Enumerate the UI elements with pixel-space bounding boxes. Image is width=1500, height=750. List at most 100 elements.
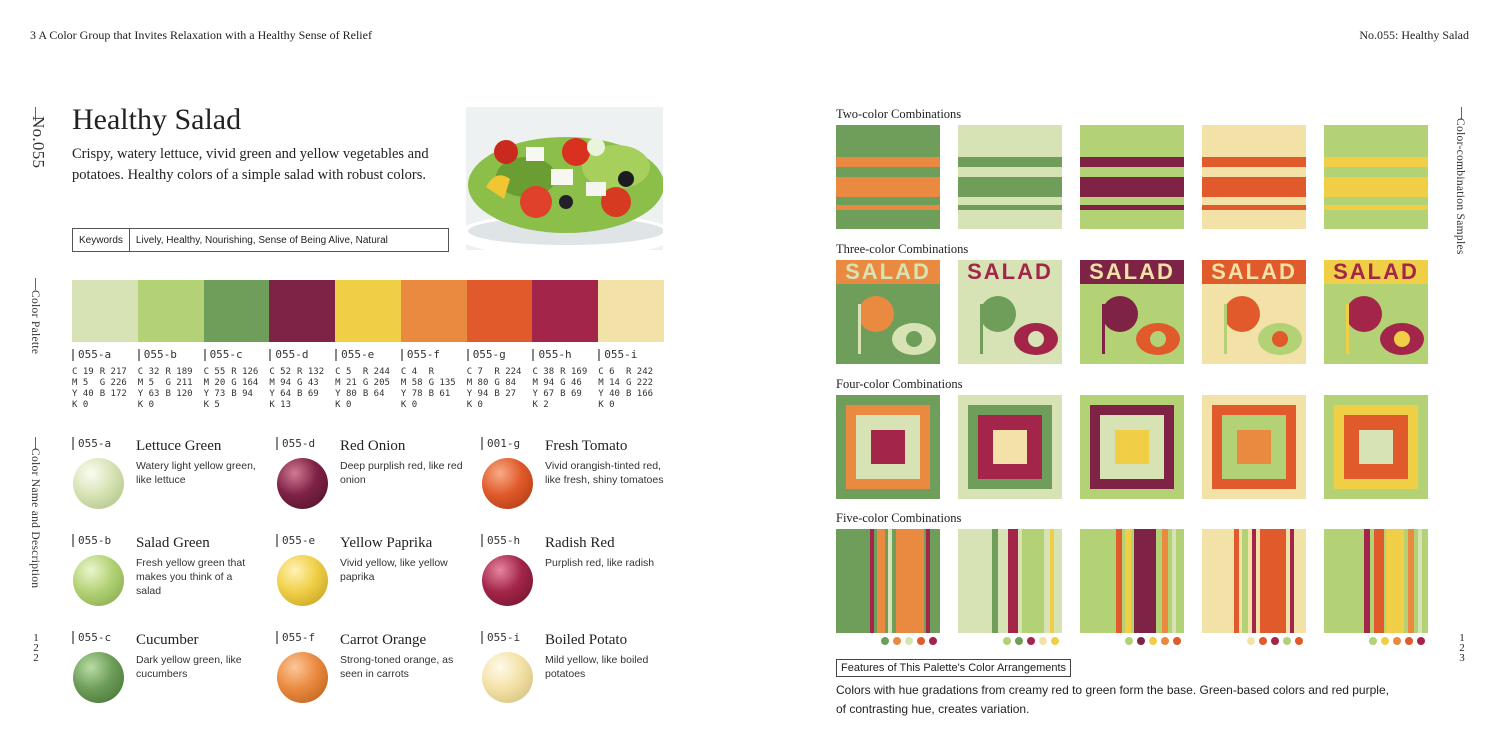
page-digit: 2: [1459, 642, 1465, 654]
salad-wordmark: SALAD: [836, 260, 940, 284]
palette-code-id: 055-f: [400, 349, 467, 361]
palette-swatch-055-i: [598, 280, 665, 342]
color-id: 055-f: [276, 631, 315, 644]
page-number-left: 1 2 2: [29, 632, 43, 664]
color-desc: Mild yellow, like boiled potatoes: [545, 654, 649, 680]
color-entry-red-onion: 055-d Red Onion Deep purplish red, like …: [276, 437, 466, 522]
color-entry-cucumber: 055-c Cucumber Dark yellow green, like c…: [72, 631, 262, 716]
cmyk-k: K 0: [137, 400, 155, 410]
five-color-sample: [1324, 529, 1428, 633]
rgb-r: R 217: [99, 367, 127, 377]
cmyk-y: Y 78: [400, 389, 423, 399]
salad-photo: [466, 107, 663, 250]
five-color-sample: [958, 529, 1062, 633]
color-ball: [73, 652, 124, 703]
color-entry-salad-green: 055-b Salad Green Fresh yellow green tha…: [72, 534, 262, 619]
rgb-g: G 135: [428, 378, 456, 388]
cmyk-y: Y 63: [137, 389, 160, 399]
side-label-combos: Color-combination Samples: [1454, 118, 1466, 255]
rgb-b: B 120: [165, 389, 193, 399]
palette-swatch-055-a: [72, 280, 138, 342]
heading-five-color: Five-color Combinations: [836, 511, 962, 525]
color-entry-fresh-tomato: 001-g Fresh Tomato Vivid orangish-tinted…: [481, 437, 671, 522]
color-name: Red Onion: [340, 438, 406, 454]
page-digit: 1: [33, 632, 39, 644]
color-entry-boiled-potato: 055-i Boiled Potato Mild yellow, like bo…: [481, 631, 671, 716]
color-ball: [73, 458, 124, 509]
color-palette-bar: [72, 280, 665, 342]
cmyk-c: C 38: [532, 367, 555, 377]
rgb-g: G 211: [165, 378, 193, 388]
color-desc: Deep purplish red, like red onion: [340, 460, 463, 486]
palette-rule: [35, 278, 36, 290]
combos-rule: [1461, 107, 1462, 119]
color-desc: Dark yellow green, like cucumbers: [136, 654, 242, 680]
cmyk-m: M 21: [335, 378, 357, 388]
color-ball: [73, 555, 124, 606]
color-desc: Vivid yellow, like yellow paprika: [340, 557, 448, 583]
entry-title: Healthy Salad: [72, 103, 242, 136]
three-color-sample: SALAD: [1324, 260, 1428, 364]
heading-four-color: Four-color Combinations: [836, 377, 963, 391]
color-desc: Watery light yellow green, like lettuce: [136, 460, 256, 486]
rgb-b: B 69: [297, 389, 319, 399]
rgb-g: G 222: [625, 378, 654, 388]
palette-swatch-055-c: [203, 280, 270, 342]
cmyk-m: M 20: [203, 378, 226, 388]
rgb-r: R 126: [231, 367, 259, 377]
heading-two-color: Two-color Combinations: [836, 107, 962, 121]
color-entry-radish-red: 055-h Radish Red Purplish red, like radi…: [481, 534, 671, 619]
palette-code-id: 055-g: [466, 349, 533, 361]
color-ball: [277, 458, 328, 509]
four-color-sample: [836, 395, 940, 499]
cmyk-k: K 0: [400, 400, 418, 410]
features-text: Colors with hue gradations from creamy r…: [836, 683, 1389, 716]
five-color-sample: [1080, 529, 1184, 633]
cmyk-y: Y 94: [466, 389, 489, 399]
features-label: Features of This Palette's Color Arrange…: [836, 659, 1072, 677]
palette-swatch-055-f: [400, 280, 467, 342]
palette-code: 055-d C 52 M 94 Y 64 K 13 R 132 G 43 B 69: [269, 349, 335, 411]
cmyk-y: Y 80: [335, 389, 357, 399]
side-label-names: Color Name and Description: [29, 448, 41, 589]
color-id: 055-a: [72, 437, 111, 450]
color-ball: [482, 555, 533, 606]
two-color-sample: [958, 125, 1062, 229]
running-header-left: 3 A Color Group that Invites Relaxation …: [30, 28, 372, 42]
color-ball: [277, 652, 328, 703]
palette-code-id: 055-c: [203, 349, 270, 361]
rgb-g: G 84: [494, 378, 517, 388]
color-name: Boiled Potato: [545, 632, 628, 648]
cmyk-m: M 94: [269, 378, 292, 388]
color-name: Cucumber: [136, 632, 199, 648]
color-desc: Purplish red, like radish: [545, 557, 655, 569]
two-color-sample: [1324, 125, 1428, 229]
number-rule: [35, 107, 36, 121]
cmyk-c: C 52: [269, 367, 292, 377]
palette-swatch-055-h: [532, 280, 599, 342]
cmyk-y: Y 73: [203, 389, 226, 399]
palette-code: 055-h C 38 M 94 Y 67 K 2 R 169 G 46 B 69: [532, 349, 598, 411]
cmyk-m: M 94: [532, 378, 555, 388]
rgb-b: B 27: [494, 389, 517, 399]
palette-code-id: 055-e: [335, 349, 401, 361]
page-digit: 2: [33, 642, 39, 654]
color-entry-carrot-orange: 055-f Carrot Orange Strong-toned orange,…: [276, 631, 466, 716]
rgb-g: G 205: [362, 378, 390, 388]
color-desc: Fresh yellow green that makes you think …: [136, 557, 246, 597]
keywords-value: Lively, Healthy, Nourishing, Sense of Be…: [135, 234, 388, 246]
cmyk-k: K 0: [72, 400, 89, 410]
three-color-sample: SALAD: [958, 260, 1062, 364]
palette-swatch-055-b: [137, 280, 204, 342]
rgb-r: R 244: [362, 367, 390, 377]
rgb-g: G 164: [231, 378, 259, 388]
four-color-sample: [958, 395, 1062, 499]
palette-code-id: 055-i: [598, 349, 664, 361]
three-color-sample: SALAD: [1080, 260, 1184, 364]
cmyk-m: M 14: [598, 378, 620, 388]
cmyk-y: Y 67: [532, 389, 555, 399]
cmyk-m: M 5: [137, 378, 155, 388]
